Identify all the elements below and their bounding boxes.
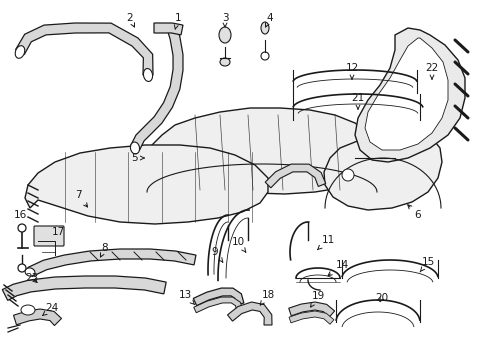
Polygon shape <box>227 302 271 325</box>
Polygon shape <box>154 23 183 35</box>
Polygon shape <box>14 309 61 325</box>
Text: 4: 4 <box>265 13 273 27</box>
Polygon shape <box>25 145 267 224</box>
Text: 17: 17 <box>51 227 64 237</box>
Ellipse shape <box>261 52 268 60</box>
Polygon shape <box>2 276 166 300</box>
Text: 6: 6 <box>407 205 421 220</box>
Polygon shape <box>264 164 325 188</box>
Text: 15: 15 <box>419 257 434 272</box>
Polygon shape <box>288 302 334 317</box>
Polygon shape <box>28 249 196 276</box>
Ellipse shape <box>219 27 230 43</box>
Text: 16: 16 <box>13 210 26 220</box>
Text: 1: 1 <box>174 13 181 29</box>
Text: 20: 20 <box>375 293 388 303</box>
Polygon shape <box>16 23 153 75</box>
Ellipse shape <box>21 305 35 315</box>
Text: 14: 14 <box>327 260 348 276</box>
Ellipse shape <box>143 68 152 81</box>
Polygon shape <box>130 27 183 150</box>
Polygon shape <box>148 108 374 194</box>
Text: 5: 5 <box>131 153 144 163</box>
Text: 11: 11 <box>317 235 334 250</box>
Text: 10: 10 <box>231 237 245 252</box>
Text: 22: 22 <box>425 63 438 79</box>
Text: 7: 7 <box>75 190 87 207</box>
Ellipse shape <box>261 22 268 34</box>
Text: 2: 2 <box>126 13 134 27</box>
Text: 12: 12 <box>345 63 358 79</box>
Text: 24: 24 <box>42 303 59 316</box>
Ellipse shape <box>15 46 25 58</box>
Polygon shape <box>324 132 441 210</box>
Ellipse shape <box>25 268 35 276</box>
Ellipse shape <box>130 142 139 154</box>
Ellipse shape <box>18 264 26 272</box>
Polygon shape <box>364 38 447 150</box>
Ellipse shape <box>220 58 229 66</box>
Polygon shape <box>193 297 243 313</box>
Polygon shape <box>354 28 464 162</box>
Text: 23: 23 <box>25 273 39 283</box>
Ellipse shape <box>18 224 26 232</box>
Text: 8: 8 <box>100 243 108 257</box>
Text: 21: 21 <box>351 93 364 109</box>
Text: 13: 13 <box>178 290 194 305</box>
Polygon shape <box>193 288 244 306</box>
Text: 3: 3 <box>221 13 228 27</box>
Text: 9: 9 <box>211 247 223 262</box>
FancyBboxPatch shape <box>34 226 64 246</box>
Polygon shape <box>288 311 333 324</box>
Text: 18: 18 <box>260 290 274 305</box>
Circle shape <box>341 169 353 181</box>
Text: 19: 19 <box>310 291 324 307</box>
